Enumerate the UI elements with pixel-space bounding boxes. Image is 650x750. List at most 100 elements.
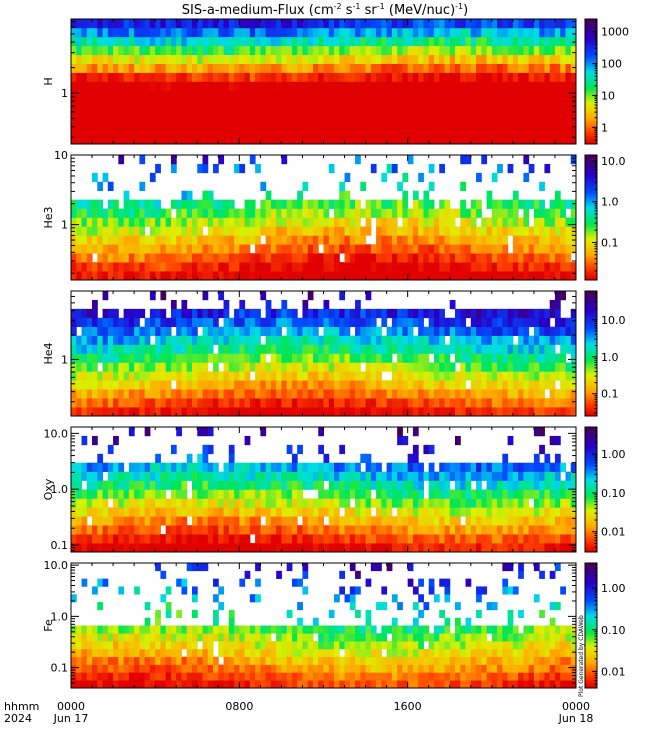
heatmap-cell bbox=[412, 27, 419, 38]
heatmap-cell bbox=[86, 108, 93, 118]
heatmap-cell bbox=[402, 471, 409, 481]
heatmap-cell bbox=[223, 525, 230, 535]
heatmap-cell bbox=[470, 353, 477, 363]
heatmap-cell bbox=[533, 235, 540, 245]
heatmap-cell bbox=[344, 525, 351, 535]
heatmap-cell bbox=[570, 99, 577, 109]
heatmap-cell bbox=[291, 543, 298, 553]
heatmap-cell bbox=[565, 407, 572, 417]
heatmap-cell bbox=[349, 525, 356, 535]
heatmap-cell bbox=[307, 317, 314, 328]
heatmap-cell bbox=[244, 462, 251, 472]
heatmap-cell bbox=[81, 81, 88, 91]
heatmap-cell bbox=[355, 380, 361, 390]
heatmap-cell bbox=[549, 335, 556, 345]
heatmap-cell bbox=[286, 36, 293, 47]
heatmap-cell bbox=[297, 543, 303, 553]
heatmap-cell bbox=[418, 36, 424, 47]
heatmap-cell bbox=[518, 81, 524, 91]
heatmap-cell bbox=[533, 516, 540, 526]
heatmap-cell bbox=[554, 435, 561, 446]
heatmap-cell bbox=[397, 435, 403, 446]
heatmap-cell bbox=[433, 335, 440, 345]
heatmap-cell bbox=[249, 389, 256, 399]
heatmap-cell bbox=[344, 63, 351, 73]
heatmap-cell bbox=[523, 45, 530, 56]
heatmap-cell bbox=[565, 99, 572, 109]
heatmap-cell bbox=[170, 525, 177, 535]
heatmap-cell bbox=[528, 108, 535, 118]
heatmap-cell bbox=[549, 72, 556, 82]
heatmap-cell bbox=[181, 235, 188, 245]
heatmap-cell bbox=[460, 534, 467, 544]
heatmap-cell bbox=[97, 462, 104, 472]
heatmap-cell bbox=[265, 54, 272, 64]
heatmap-cell bbox=[339, 389, 346, 399]
heatmap-cell bbox=[128, 335, 135, 345]
heatmap-cell bbox=[128, 19, 135, 29]
heatmap-cell bbox=[228, 371, 235, 381]
heatmap-cell bbox=[328, 534, 335, 544]
heatmap-cell bbox=[228, 90, 235, 100]
heatmap-cell bbox=[81, 244, 88, 254]
heatmap-cell bbox=[460, 63, 467, 73]
heatmap-cell bbox=[518, 407, 524, 417]
heatmap-cell bbox=[360, 543, 367, 553]
heatmap-cell bbox=[270, 507, 277, 517]
heatmap-cell bbox=[497, 90, 503, 100]
heatmap-cell bbox=[334, 271, 340, 281]
heatmap-cell bbox=[355, 54, 361, 64]
heatmap-cell bbox=[223, 362, 230, 372]
heatmap-cell bbox=[518, 99, 524, 109]
heatmap-cell bbox=[386, 353, 393, 363]
heatmap-cell bbox=[213, 335, 219, 345]
heatmap-cell bbox=[202, 199, 209, 209]
heatmap-cell bbox=[202, 444, 209, 455]
heatmap-cell bbox=[533, 353, 540, 363]
heatmap-cell bbox=[191, 63, 198, 73]
heatmap-cell bbox=[297, 398, 303, 408]
heatmap-cell bbox=[491, 54, 498, 64]
heatmap-cell bbox=[323, 489, 330, 499]
heatmap-cell bbox=[213, 72, 219, 82]
heatmap-cell bbox=[444, 226, 451, 236]
heatmap-cell bbox=[197, 108, 204, 118]
heatmap-cell bbox=[170, 155, 177, 165]
heatmap-cell bbox=[297, 226, 303, 236]
heatmap-cell bbox=[239, 389, 246, 399]
heatmap-cell bbox=[355, 99, 361, 109]
heatmap-cell bbox=[71, 344, 77, 354]
heatmap-cell bbox=[391, 543, 398, 553]
heatmap-cell bbox=[570, 507, 577, 517]
heatmap-cell bbox=[360, 208, 367, 218]
heatmap-cell bbox=[355, 262, 361, 272]
heatmap-cell bbox=[528, 19, 535, 29]
heatmap-cell bbox=[181, 199, 188, 209]
heatmap-cell bbox=[244, 543, 251, 553]
heatmap-cell bbox=[460, 543, 467, 553]
heatmap-cell bbox=[302, 90, 309, 100]
heatmap-cell bbox=[302, 126, 309, 136]
heatmap-cell bbox=[418, 235, 424, 245]
heatmap-cell bbox=[218, 308, 225, 319]
heatmap-cell bbox=[391, 99, 398, 109]
heatmap-cell bbox=[497, 317, 503, 328]
heatmap-cell bbox=[502, 380, 509, 390]
heatmap-cell bbox=[307, 36, 314, 47]
heatmap-cell bbox=[291, 308, 298, 319]
heatmap-cell bbox=[76, 362, 83, 372]
heatmap-cell bbox=[102, 398, 109, 408]
heatmap-cell bbox=[570, 108, 577, 118]
heatmap-cell bbox=[539, 199, 545, 209]
heatmap-cell bbox=[444, 271, 451, 281]
heatmap-cell bbox=[376, 507, 382, 517]
heatmap-cell bbox=[460, 135, 467, 145]
heatmap-cell bbox=[507, 72, 514, 82]
heatmap-cell bbox=[360, 507, 367, 517]
heatmap-cell bbox=[476, 45, 482, 56]
heatmap-cell bbox=[418, 407, 424, 417]
heatmap-cell bbox=[370, 54, 377, 64]
heatmap-cell bbox=[186, 398, 193, 408]
heatmap-cell bbox=[376, 480, 382, 490]
heatmap-cell bbox=[497, 235, 503, 245]
